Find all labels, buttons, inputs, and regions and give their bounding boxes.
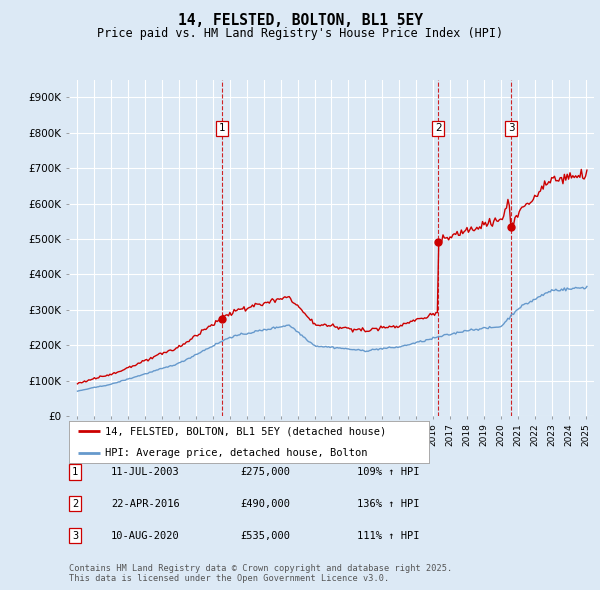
Text: 136% ↑ HPI: 136% ↑ HPI xyxy=(357,499,419,509)
Text: 11-JUL-2003: 11-JUL-2003 xyxy=(111,467,180,477)
Text: 109% ↑ HPI: 109% ↑ HPI xyxy=(357,467,419,477)
Text: 1: 1 xyxy=(218,123,225,133)
Text: Price paid vs. HM Land Registry's House Price Index (HPI): Price paid vs. HM Land Registry's House … xyxy=(97,27,503,40)
Text: 3: 3 xyxy=(72,531,78,540)
Text: £535,000: £535,000 xyxy=(240,531,290,540)
Text: 10-AUG-2020: 10-AUG-2020 xyxy=(111,531,180,540)
Text: £275,000: £275,000 xyxy=(240,467,290,477)
Text: 14, FELSTED, BOLTON, BL1 5EY (detached house): 14, FELSTED, BOLTON, BL1 5EY (detached h… xyxy=(105,427,386,436)
Text: 111% ↑ HPI: 111% ↑ HPI xyxy=(357,531,419,540)
Text: 3: 3 xyxy=(508,123,514,133)
Text: £490,000: £490,000 xyxy=(240,499,290,509)
Text: 14, FELSTED, BOLTON, BL1 5EY: 14, FELSTED, BOLTON, BL1 5EY xyxy=(178,13,422,28)
Text: HPI: Average price, detached house, Bolton: HPI: Average price, detached house, Bolt… xyxy=(105,448,367,457)
Text: 2: 2 xyxy=(72,499,78,509)
Text: 2: 2 xyxy=(435,123,442,133)
Text: 1: 1 xyxy=(72,467,78,477)
Text: Contains HM Land Registry data © Crown copyright and database right 2025.
This d: Contains HM Land Registry data © Crown c… xyxy=(69,563,452,583)
Text: 22-APR-2016: 22-APR-2016 xyxy=(111,499,180,509)
